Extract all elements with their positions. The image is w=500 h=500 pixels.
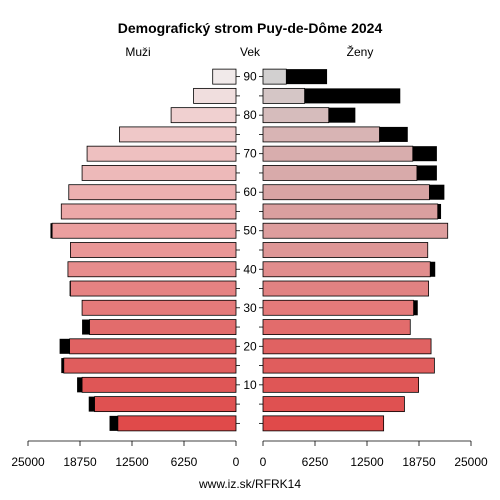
bar-female [262,357,435,374]
bar-male-excess [61,358,64,374]
bar-male-excess [77,377,83,393]
bar-female [262,280,429,297]
x-tick-label-right: 12500 [350,455,384,469]
bar-female [262,165,418,181]
bar-male [89,319,237,335]
bar-female [262,242,429,258]
bar-female [262,338,432,355]
x-tick-label-left: 0 [233,455,240,469]
bar-male-excess [82,319,90,335]
age-tick-label: 70 [243,147,257,161]
age-tick-label: 90 [243,70,257,84]
bar-female [262,107,330,124]
bar-male [81,376,237,393]
age-tick-label: 80 [243,108,257,122]
plot-area: 10 20 30 40 50 60 70 80 90 25000 18750 12500 6250 0 0 6… [11,68,488,469]
bar-female-excess [429,184,445,200]
age-tick-label: 40 [243,262,257,276]
bar-female-excess [413,300,418,316]
bar-female [262,376,419,393]
bar-female [262,126,380,143]
bar-female [262,261,431,278]
x-tick-label-left: 18750 [63,455,97,469]
bar-female-excess [379,126,408,142]
age-tick-label: 10 [243,378,257,392]
x-tick-label-right: 25000 [454,455,488,469]
x-tick-label-right: 6250 [302,455,329,469]
bar-female [262,299,414,316]
age-tick-label: 60 [243,185,257,199]
bar-male-excess [88,396,95,412]
chart-title: Demografický strom Puy-de-Dôme 2024 [118,20,383,36]
bar-male [117,415,237,432]
bar-male-excess [109,415,118,431]
bar-male [70,242,237,258]
bar-female-excess [412,146,437,162]
age-tick-label: 50 [243,224,257,238]
age-tick-label: 20 [243,339,257,353]
bar-male [68,184,237,201]
bar-male [193,87,237,104]
males-label: Muži [125,45,150,59]
bar-female [262,203,439,220]
bar-female-excess [430,261,436,277]
bar-female [262,396,405,413]
bar-female [262,87,305,104]
bar-female [262,222,449,239]
bar-male-excess [59,338,70,354]
age-tick-label: 30 [243,301,257,315]
bar-male [60,203,237,220]
females-label: Ženy [347,44,374,59]
bar-male-excess [50,223,53,239]
x-tick-label-left: 25000 [11,455,45,469]
bar-female [262,145,414,162]
bar-male [69,338,237,355]
bar-female [262,184,430,201]
bar-female [262,68,287,85]
bar-female-excess [437,203,442,219]
bar-male [81,299,237,316]
bar-male [51,222,237,239]
bar-male-excess [69,281,71,297]
bar-male [94,396,237,413]
bar-female-excess [416,165,437,181]
bar-male [119,126,237,143]
bar-male [170,107,237,124]
x-tick-label-right: 18750 [402,455,436,469]
bar-female-excess [328,107,356,123]
x-tick-label-right: 0 [260,455,267,469]
x-tick-label-left: 6250 [171,455,198,469]
bar-male [212,68,237,85]
footer-source: www.iz.sk/RFRK14 [198,477,301,491]
bar-female-excess [286,69,328,85]
age-axis-label: Vek [240,45,261,59]
bar-male [70,280,237,297]
bar-female [262,415,385,432]
bar-male [81,165,237,181]
bar-female [262,319,411,335]
bar-female-excess [304,88,401,104]
x-tick-label-left: 12500 [115,455,149,469]
bar-male [63,357,237,374]
bar-male [86,145,237,162]
bar-male [67,261,237,278]
